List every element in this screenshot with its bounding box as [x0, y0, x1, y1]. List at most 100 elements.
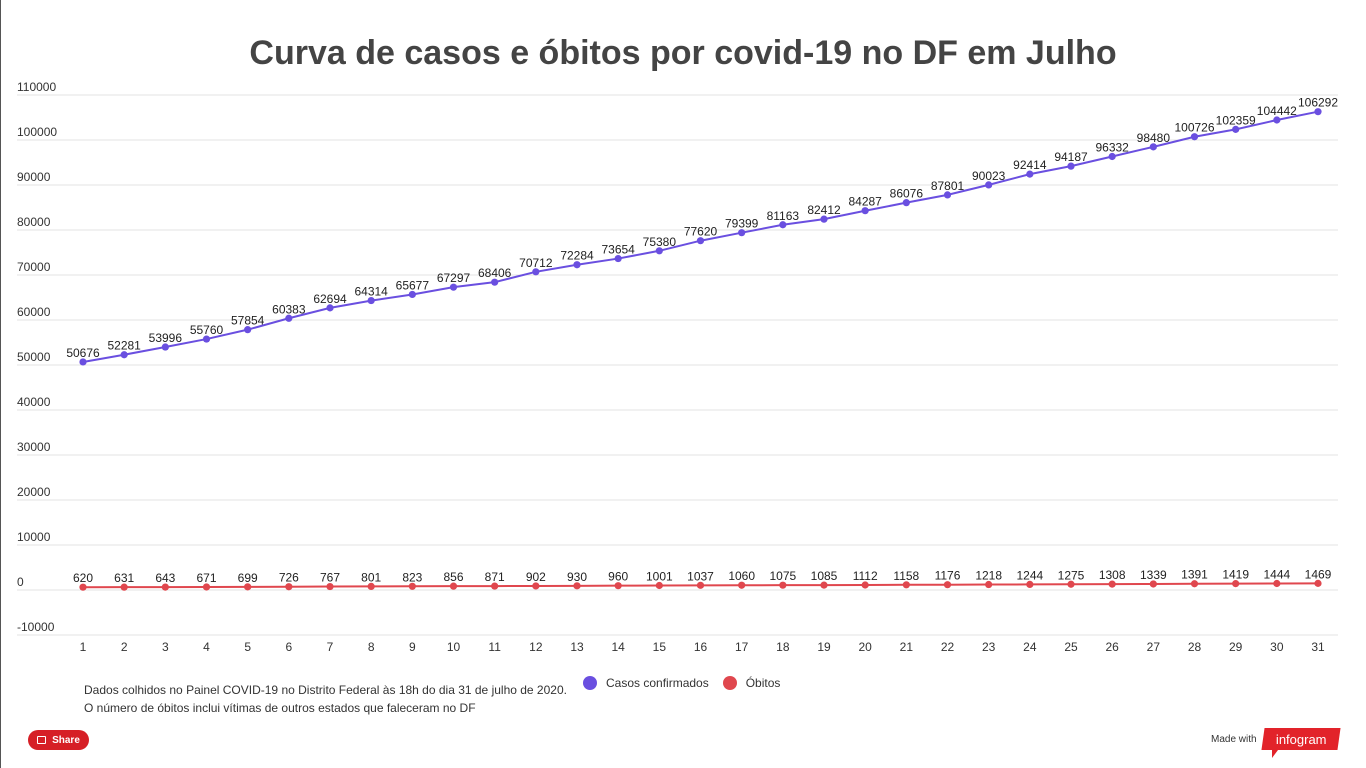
data-point	[367, 296, 375, 305]
data-point	[408, 582, 416, 590]
data-point	[902, 581, 910, 589]
data-point	[1273, 116, 1281, 124]
data-point	[1067, 580, 1075, 588]
made-with-label: Made with	[1211, 734, 1257, 745]
data-label: 726	[279, 571, 299, 585]
data-point	[861, 581, 869, 589]
x-tick-label: 17	[735, 640, 749, 654]
data-label: 671	[196, 571, 216, 585]
data-label: 960	[608, 570, 628, 584]
data-point	[738, 229, 746, 237]
legend-item-obitos[interactable]: Óbitos	[722, 676, 780, 690]
data-label: 81163	[767, 209, 800, 223]
data-point	[1232, 580, 1240, 588]
data-label: 1158	[893, 569, 919, 583]
infogram-logo[interactable]: infogram	[1261, 728, 1341, 750]
x-tick-label: 6	[285, 640, 292, 654]
data-point	[696, 237, 705, 245]
data-label: 52281	[107, 339, 141, 353]
share-button[interactable]: Share	[28, 730, 89, 750]
data-point	[1232, 125, 1240, 133]
data-label: 823	[402, 570, 422, 584]
data-point	[1067, 162, 1075, 170]
data-label: 1085	[811, 569, 838, 583]
y-axis: 1100001000009000080000700006000050000400…	[17, 80, 57, 634]
x-tick-label: 18	[776, 640, 790, 654]
y-tick-label: 110000	[17, 80, 56, 94]
data-point	[1108, 580, 1116, 588]
data-label: 1176	[935, 569, 961, 583]
share-icon	[37, 736, 47, 744]
data-label: 96332	[1095, 141, 1129, 155]
data-point	[1190, 133, 1199, 141]
data-label: 57854	[231, 314, 265, 328]
legend-item-casos[interactable]: Casos confirmados	[583, 676, 709, 690]
data-point	[285, 314, 293, 322]
data-label: 65677	[396, 278, 430, 292]
x-tick-label: 7	[327, 640, 334, 654]
data-point	[655, 247, 663, 255]
x-axis: 1 2 3 4 5 6 7 8 9 10 11 12 13 14 15 16 17 18 19 20 21 22 23 24 2…	[80, 640, 1325, 654]
data-label: 90023	[972, 169, 1006, 183]
data-point	[943, 191, 952, 199]
y-tick-label: 10000	[17, 530, 51, 544]
x-tick-label: 20	[858, 640, 872, 654]
data-point	[1108, 152, 1116, 161]
x-tick-label: 8	[368, 640, 375, 654]
data-label: 856	[443, 570, 463, 584]
data-label: 82412	[807, 203, 841, 217]
y-tick-label: 60000	[17, 305, 51, 319]
data-point	[820, 215, 828, 223]
data-label: 1419	[1222, 568, 1249, 582]
data-point	[573, 261, 581, 269]
data-label: 106292	[1298, 96, 1338, 110]
data-label: 92414	[1013, 158, 1047, 172]
data-point	[285, 583, 293, 591]
data-point	[1314, 108, 1322, 116]
data-point	[202, 583, 211, 591]
data-label: 67297	[437, 271, 471, 285]
y-tick-label: 50000	[17, 350, 51, 364]
data-point	[491, 278, 499, 286]
x-tick-label: 28	[1188, 640, 1202, 654]
data-label: 98480	[1137, 131, 1171, 145]
data-label: 1075	[769, 569, 796, 583]
source-note-line-1: Dados colhidos no Painel COVID-19 no Dis…	[84, 683, 567, 697]
data-label: 643	[155, 571, 175, 585]
data-point	[161, 343, 169, 351]
data-label: 77620	[684, 225, 718, 239]
data-label: 767	[320, 571, 340, 585]
data-label: 1112	[853, 569, 878, 583]
x-tick-label: 1	[80, 640, 87, 654]
data-point	[820, 581, 828, 589]
data-label: 1060	[728, 569, 755, 583]
data-label: 902	[526, 570, 546, 584]
data-label: 1339	[1140, 568, 1167, 582]
data-label: 64314	[354, 285, 388, 299]
data-point	[326, 304, 334, 312]
data-point	[244, 583, 252, 591]
data-label: 79399	[725, 217, 759, 231]
data-point	[696, 581, 705, 589]
data-point	[573, 582, 581, 590]
data-label: 55760	[190, 323, 224, 337]
data-label: 1244	[1016, 568, 1043, 582]
data-label: 930	[567, 570, 587, 584]
data-label: 104442	[1257, 104, 1297, 118]
data-label: 1308	[1099, 568, 1126, 582]
x-tick-label: 25	[1064, 640, 1078, 654]
data-point	[985, 580, 993, 589]
x-tick-label: 24	[1023, 640, 1037, 654]
x-tick-label: 14	[611, 640, 625, 654]
data-label: 50676	[66, 346, 100, 360]
data-point	[1026, 170, 1034, 178]
data-label: 631	[114, 571, 134, 585]
y-tick-label: 70000	[17, 260, 51, 274]
data-label: 102359	[1216, 113, 1256, 127]
data-point	[1026, 580, 1034, 589]
data-point	[1149, 580, 1157, 588]
data-point	[614, 254, 622, 263]
y-tick-label: 90000	[17, 170, 51, 184]
plot-area: 5067652281539965576057854603836269464314…	[66, 96, 1338, 591]
